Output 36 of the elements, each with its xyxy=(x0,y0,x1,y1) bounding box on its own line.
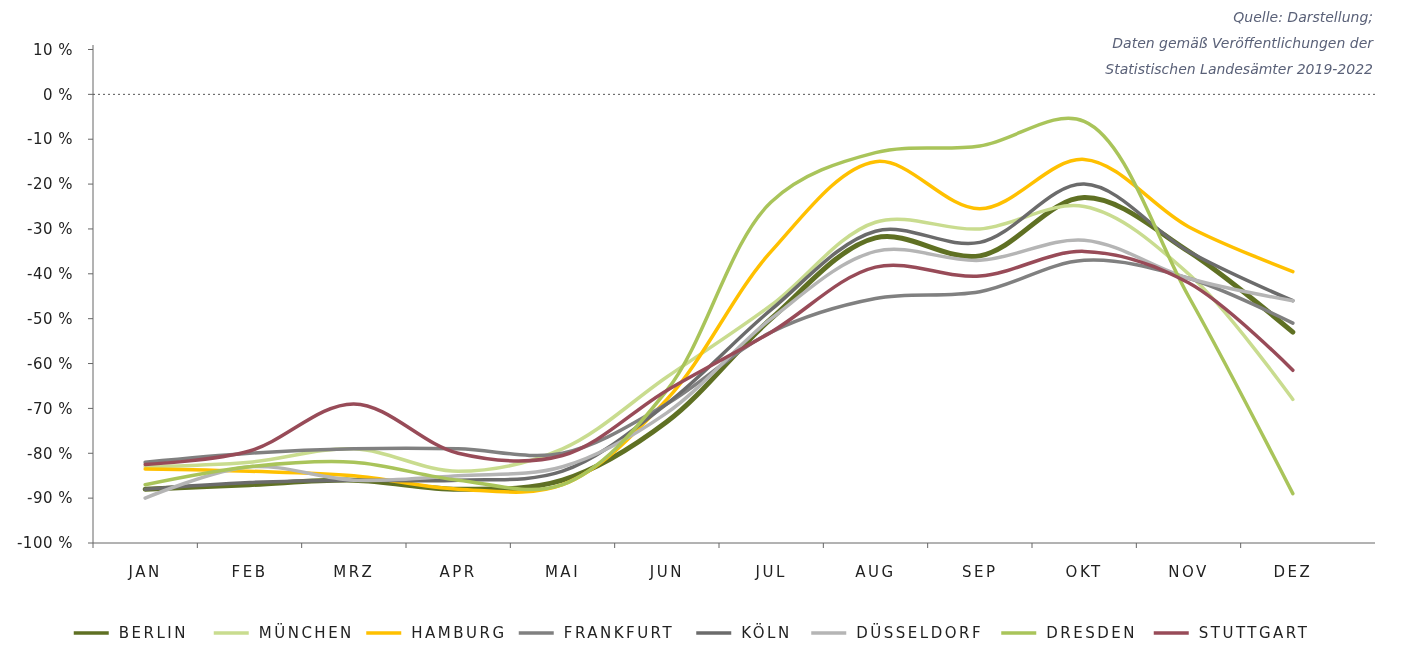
y-tick-label: -20 % xyxy=(26,175,73,194)
y-tick-label: -50 % xyxy=(26,309,73,328)
y-tick-label: -80 % xyxy=(26,444,73,463)
x-tick-label: OKT xyxy=(1065,563,1103,581)
x-tick-label: JAN xyxy=(127,563,162,581)
x-tick-label: APR xyxy=(439,563,477,581)
x-tick-label: JUL xyxy=(754,563,787,581)
legend-label: KÖLN xyxy=(741,623,792,642)
x-tick-label: NOV xyxy=(1168,563,1209,581)
x-tick-label: FEB xyxy=(231,563,268,581)
legend-label: DÜSSELDORF xyxy=(856,623,984,642)
x-tick-label: SEP xyxy=(962,563,998,581)
x-tick-label: MRZ xyxy=(333,563,375,581)
y-tick-label: -60 % xyxy=(26,354,73,373)
x-tick-label: AUG xyxy=(855,563,896,581)
legend-label: FRANKFURT xyxy=(563,624,675,642)
legend-label: HAMBURG xyxy=(411,624,507,642)
x-tick-label: JUN xyxy=(648,563,684,581)
annotation: Statistischen Landesämter 2019-2022 xyxy=(1105,61,1374,77)
source-note: Quelle: Darstellung; xyxy=(1233,9,1373,25)
x-tick-label: MAI xyxy=(544,563,581,581)
y-tick-label: 0 % xyxy=(42,85,73,104)
y-tick-label: -70 % xyxy=(26,399,73,418)
x-tick-label: DEZ xyxy=(1273,563,1313,581)
legend-label: BERLIN xyxy=(118,624,188,642)
y-tick-label: -10 % xyxy=(26,130,73,149)
y-tick-label: -30 % xyxy=(26,220,73,239)
y-tick-label: -40 % xyxy=(26,265,73,284)
y-tick-label: -100 % xyxy=(16,534,73,553)
y-tick-label: -90 % xyxy=(26,489,73,508)
annotation: Daten gemäß Veröffentlichungen der xyxy=(1112,35,1375,51)
y-tick-label: 10 % xyxy=(32,40,73,59)
legend-label: DRESDEN xyxy=(1046,624,1137,642)
line-series xyxy=(143,238,1295,500)
legend-label: MÜNCHEN xyxy=(258,623,354,642)
legend-label: STUTTGART xyxy=(1198,624,1310,642)
